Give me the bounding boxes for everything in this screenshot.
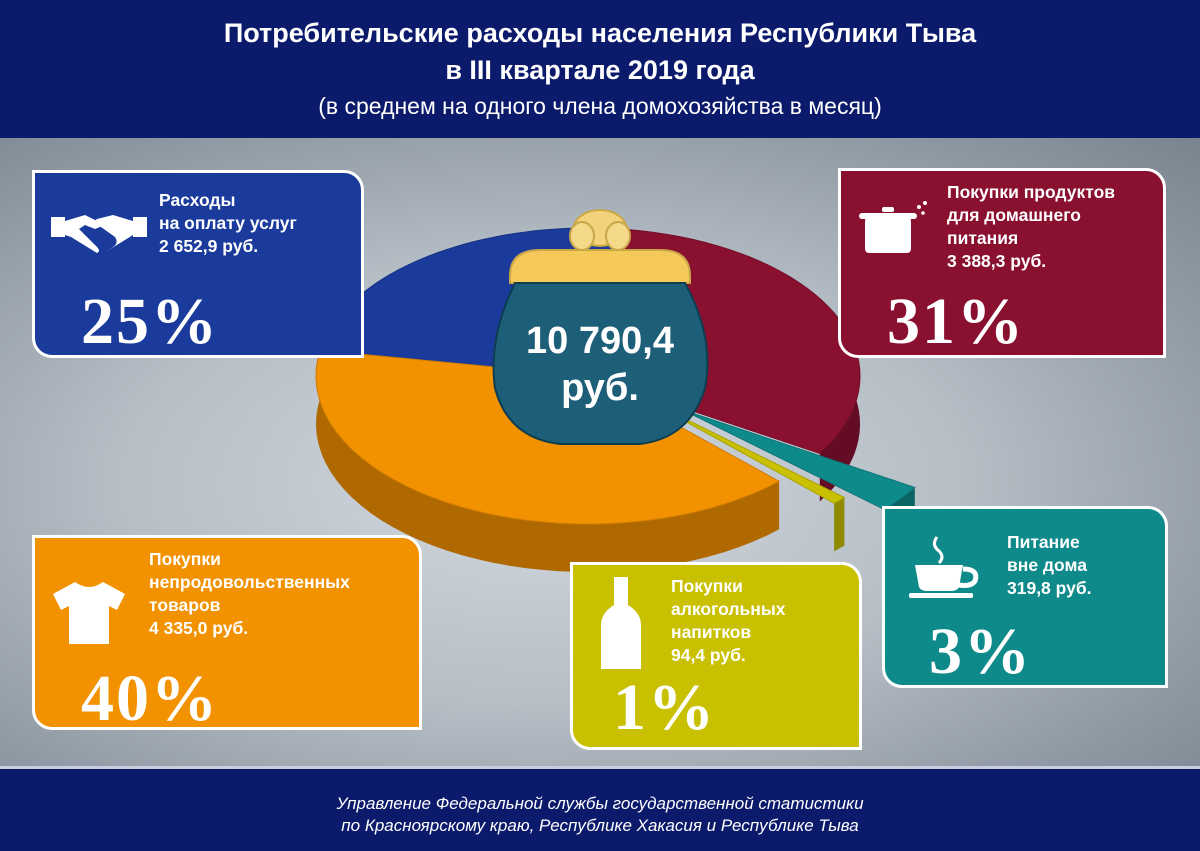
purse-unit: руб.: [561, 367, 639, 409]
header: Потребительские расходы населения Респуб…: [0, 0, 1200, 138]
pie-chart: 10 790,4 руб.: [315, 209, 916, 572]
coffee-cup-icon: [909, 536, 979, 598]
footer: Управление Федеральной службы государств…: [0, 766, 1200, 851]
footer-line2: по Красноярскому краю, Республике Хакаси…: [341, 816, 859, 835]
services-card: Расходы на оплату услуг 2 652,9 руб. 25%: [32, 170, 364, 358]
purse-icon: [492, 209, 709, 445]
alcohol-percent: 1%: [613, 671, 716, 744]
purse-amount: 10 790,4: [526, 320, 674, 362]
food-percent: 31%: [887, 285, 1025, 358]
alcohol-label: Покупки алкогольных напитков 94,4 руб.: [671, 576, 786, 665]
footer-line1: Управление Федеральной службы государств…: [336, 794, 864, 813]
pie-slice-side-goods: [316, 350, 780, 572]
services-label: Расходы на оплату услуг 2 652,9 руб.: [159, 190, 297, 256]
outside-label: Питание вне дома 319,8 руб.: [1007, 532, 1092, 598]
goods-card: Покупки непродовольственных товаров 4 33…: [32, 535, 422, 735]
goods-percent: 40%: [81, 662, 219, 735]
handshake-icon: [51, 215, 147, 253]
goods-label: Покупки непродовольственных товаров 4 33…: [149, 549, 350, 638]
pie-slice-alcohol: [642, 397, 846, 504]
outside-percent: 3%: [929, 615, 1032, 688]
page-title-line2: в III квартале 2019 года: [445, 55, 755, 85]
bottle-icon: [601, 577, 641, 669]
pie-slice-side-alcohol: [834, 497, 845, 552]
services-percent: 25%: [81, 285, 219, 358]
outside-card: Питание вне дома 319,8 руб. 3%: [882, 506, 1168, 688]
food-card: Покупки продуктов для домашнего питания …: [838, 168, 1166, 358]
page-subtitle: (в среднем на одного члена домохозяйства…: [318, 93, 882, 119]
tshirt-icon: [53, 582, 125, 644]
food-label: Покупки продуктов для домашнего питания …: [947, 182, 1116, 271]
alcohol-card: Покупки алкогольных напитков 94,4 руб. 1…: [570, 562, 862, 750]
cooking-pot-icon: [859, 201, 927, 253]
page-title: Потребительские расходы населения Респуб…: [223, 18, 977, 48]
